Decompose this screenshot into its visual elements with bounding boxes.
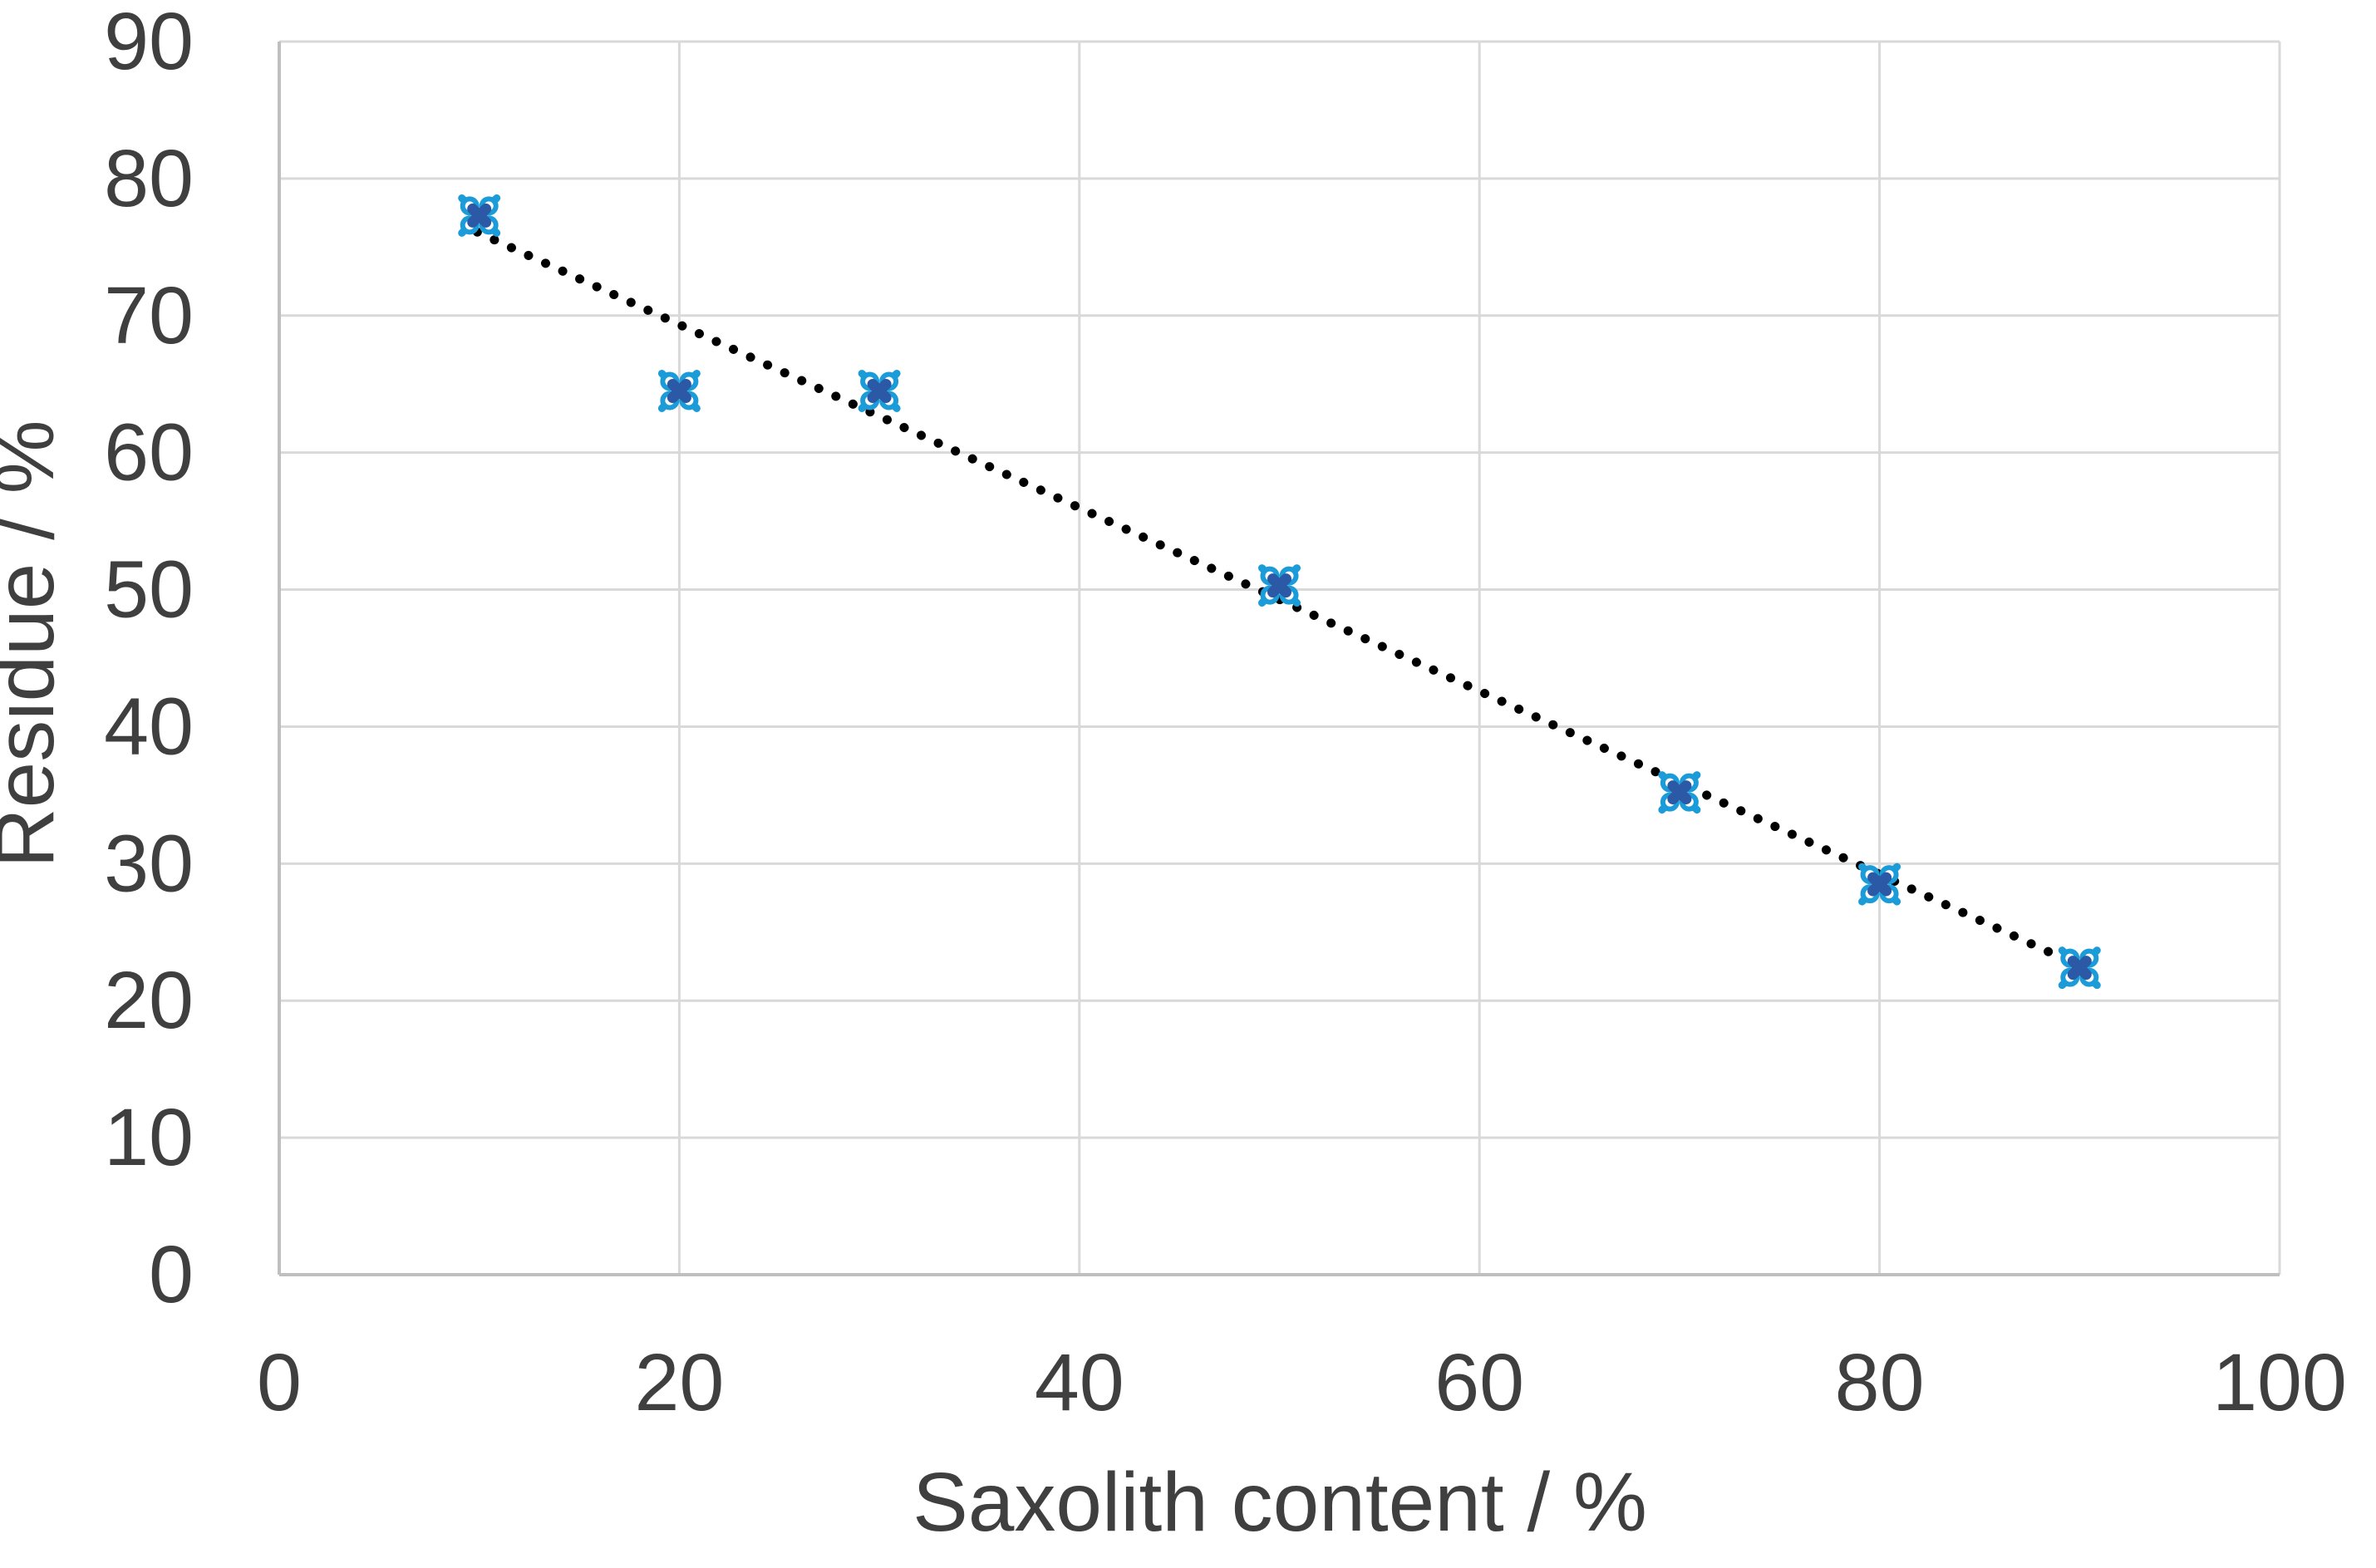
y-tick-label: 0	[149, 1229, 194, 1320]
x-tick-label: 20	[634, 1337, 724, 1428]
y-tick-label: 80	[104, 133, 194, 224]
tick-labels: 0 10 20 30 40 50 60 70 80 90 0 20 40 60 80 100	[104, 0, 2347, 1428]
x-axis-title: Saxolith content / %	[913, 1456, 1647, 1549]
data-point-marker	[2058, 946, 2101, 990]
marker-center-x	[1267, 573, 1291, 598]
y-tick-label: 60	[104, 407, 194, 498]
x-tick-label: 40	[1035, 1337, 1124, 1428]
y-tick-label: 50	[104, 544, 194, 635]
x-tick-label: 80	[1835, 1337, 1925, 1428]
y-tick-label: 40	[104, 681, 194, 771]
axis-lines	[278, 42, 2280, 1276]
marker-center-x	[1667, 780, 1692, 805]
y-tick-label: 20	[104, 955, 194, 1045]
marker-center-x	[2067, 956, 2092, 981]
y-axis-title: Residue / %	[0, 420, 71, 868]
y-tick-label: 10	[104, 1092, 194, 1182]
data-point-marker	[1258, 564, 1301, 607]
gridlines	[278, 40, 2281, 1276]
y-tick-label: 30	[104, 818, 194, 908]
marker-center-x	[467, 203, 492, 228]
dotted-trendline	[472, 227, 2077, 967]
y-tick-label: 90	[104, 0, 194, 86]
x-tick-label: 60	[1434, 1337, 1524, 1428]
x-tick-label: 0	[257, 1337, 302, 1428]
data-point-marker	[1858, 863, 1901, 906]
data-point-marker	[858, 369, 901, 412]
trendline	[472, 227, 2077, 967]
marker-center-x	[667, 378, 691, 403]
data-point-marker	[657, 369, 701, 412]
data-point-marker	[1658, 771, 1701, 814]
data-point-marker	[458, 194, 501, 237]
marker-center-x	[1867, 872, 1892, 897]
marker-center-x	[867, 378, 892, 403]
data-points	[458, 194, 2101, 990]
y-tick-label: 70	[104, 270, 194, 361]
x-tick-label: 100	[2212, 1337, 2347, 1428]
